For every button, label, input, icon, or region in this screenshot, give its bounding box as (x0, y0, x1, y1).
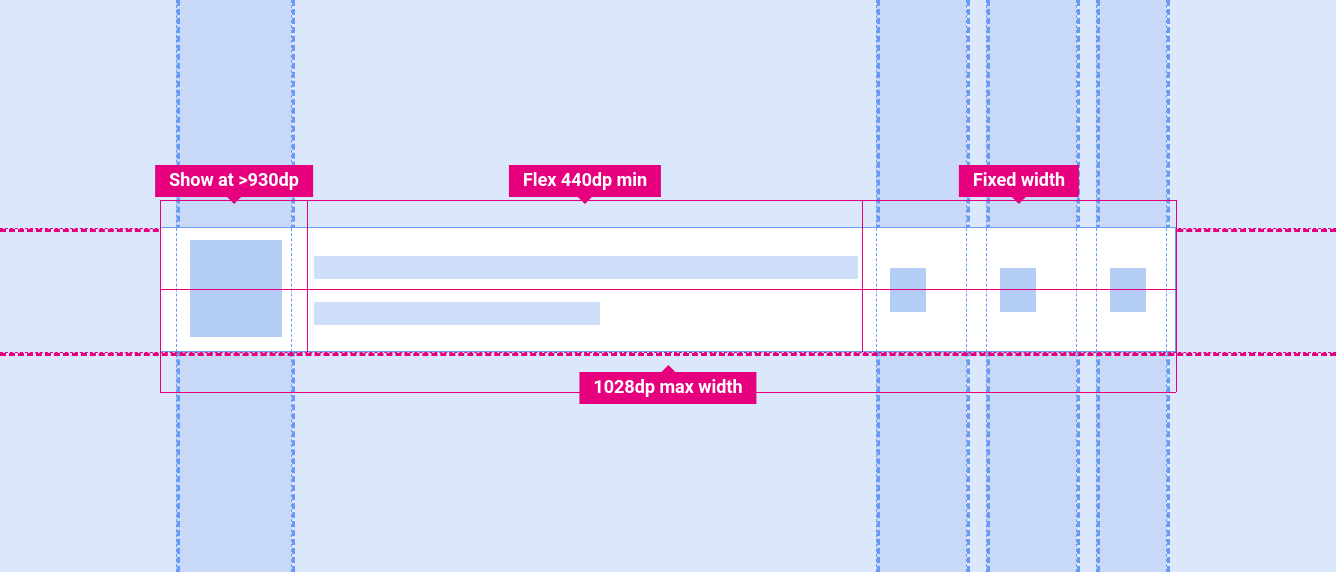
guide-vertical-blue-seg (986, 228, 987, 352)
guide-vertical-blue-seg (876, 228, 877, 352)
trailing-item-block (890, 268, 926, 312)
avatar-block (190, 240, 282, 337)
guide-vertical-blue-seg (1166, 228, 1167, 352)
guide-vertical-blue-seg (176, 228, 177, 352)
trailing-item-block (1110, 268, 1146, 312)
label-flex-region: Flex 440dp min (509, 165, 661, 197)
guide-vertical-blue-seg (291, 228, 292, 352)
layout-spec-canvas: Show at >930dp Flex 440dp min Fixed widt… (0, 0, 1336, 572)
trailing-item-block (1000, 268, 1036, 312)
label-trailing-region: Fixed width (959, 165, 1079, 197)
label-max-width: 1028dp max width (579, 372, 756, 404)
text-line-block (314, 256, 858, 279)
guide-vertical-magenta (1176, 200, 1177, 392)
guide-vertical-blue-seg (1096, 228, 1097, 352)
text-line-block (314, 302, 600, 325)
label-leading-region: Show at >930dp (155, 165, 313, 197)
guide-vertical-blue-seg (966, 228, 967, 352)
guide-vertical-blue-seg (1076, 228, 1077, 352)
